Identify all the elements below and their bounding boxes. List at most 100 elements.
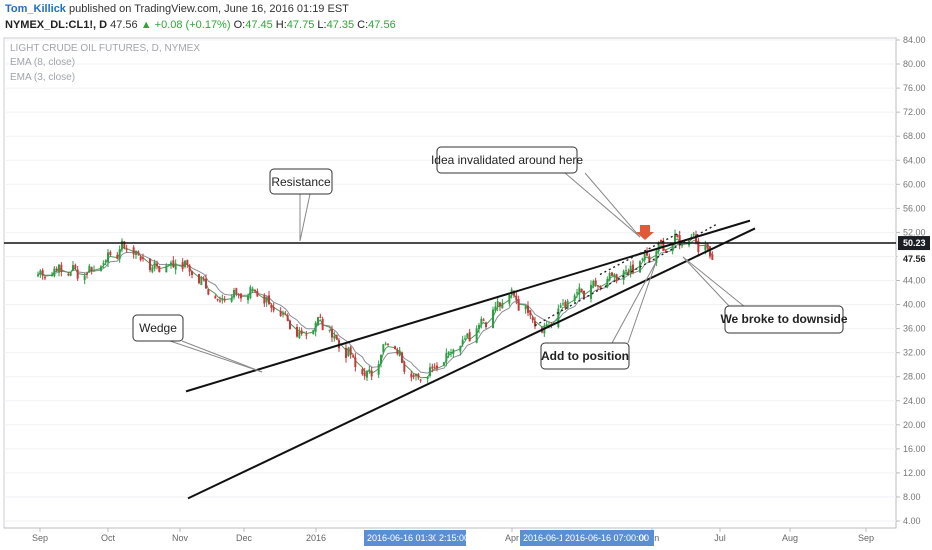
- invalidated-callout[interactable]: Idea invalidated around here: [431, 146, 654, 240]
- candle-body: [83, 275, 86, 280]
- wedge-lower-line[interactable]: [187, 227, 756, 500]
- candle-body: [347, 347, 350, 357]
- candle-body: [188, 265, 191, 272]
- candle-body: [578, 287, 581, 295]
- candle-body: [345, 347, 347, 359]
- wedge-pointer: [181, 340, 263, 373]
- candle-body: [562, 303, 564, 305]
- candle-body: [139, 256, 142, 260]
- candle-body: [517, 299, 520, 311]
- candle-body: [240, 293, 242, 299]
- candle-body: [583, 290, 585, 298]
- x-tick-label: Aug: [782, 533, 798, 543]
- time-highlight-label: 2016-06-16 07:00:00: [565, 533, 649, 543]
- candle-body: [480, 318, 483, 325]
- candle-body: [646, 251, 648, 256]
- resistance-box: [269, 168, 333, 195]
- add-position-pointer-2: [611, 261, 657, 344]
- time-highlight-label: 2016-06-16: [523, 533, 569, 543]
- time-highlight: [364, 530, 436, 546]
- plot-area[interactable]: [3, 37, 897, 529]
- candle-body: [671, 243, 674, 251]
- resistance-callout[interactable]: Resistance: [269, 168, 333, 242]
- candle-body: [181, 261, 184, 269]
- candle-body: [524, 306, 527, 310]
- candle-body: [167, 264, 170, 266]
- candle-body: [660, 239, 662, 243]
- candle-body: [219, 300, 221, 302]
- candle-body: [216, 299, 219, 301]
- candle-body: [664, 250, 667, 252]
- y-tick-label: 44.00: [903, 276, 926, 286]
- close-label: C:: [357, 19, 369, 31]
- candle-body: [41, 270, 44, 276]
- add-position-pointer: [627, 261, 657, 344]
- candle-body: [100, 266, 102, 271]
- high-label: H:: [275, 19, 287, 31]
- candle-body: [319, 316, 322, 318]
- y-tick-label: 64.00: [903, 155, 926, 165]
- time-highlight: [562, 530, 646, 546]
- candle-body: [478, 324, 480, 330]
- candle-body: [142, 257, 144, 259]
- candle-body: [39, 270, 42, 274]
- price-chart[interactable]: 84.00 80.00 76.00 72.00 68.00 64.00 60.00 56.00…: [0, 34, 932, 550]
- candle-body: [174, 263, 177, 270]
- publish-line: Tom_Killick published on TradingView.com…: [5, 3, 349, 15]
- candle-body: [452, 349, 455, 354]
- candle-body: [576, 292, 578, 294]
- add-position-callout[interactable]: Add to position: [540, 261, 657, 370]
- candle-body: [104, 260, 107, 263]
- candle-body: [709, 246, 711, 257]
- candle-body: [403, 362, 406, 372]
- candle-body: [102, 263, 105, 265]
- candle-body: [230, 298, 233, 302]
- candle-body: [233, 290, 235, 298]
- candle-body: [282, 313, 284, 315]
- candle-body: [221, 298, 224, 301]
- downside-box: [724, 305, 844, 334]
- candle-body: [368, 369, 371, 372]
- time-highlight: [436, 530, 466, 546]
- candle-body: [268, 295, 270, 304]
- candle-body: [594, 280, 597, 285]
- chart-header: Tom_Killick published on TradingView.com…: [0, 0, 932, 34]
- inner-upper-trend-line[interactable]: [599, 231, 681, 276]
- candle-body: [149, 258, 151, 271]
- candle-body: [436, 365, 438, 368]
- candle-body: [417, 374, 420, 378]
- candle-body: [331, 328, 333, 338]
- candle-body: [450, 351, 452, 353]
- candle-body: [531, 317, 534, 321]
- downside-callout[interactable]: We broke to downside: [682, 256, 848, 334]
- candle-body: [156, 263, 158, 267]
- candle-body: [55, 268, 58, 271]
- candle-body: [515, 295, 518, 301]
- wedge-label: Wedge: [139, 321, 177, 335]
- candle-body: [286, 315, 289, 321]
- candle-body: [629, 265, 632, 275]
- candle-body: [198, 273, 200, 284]
- wedge-upper-line[interactable]: [185, 219, 751, 393]
- candle-body: [314, 322, 317, 332]
- candle-body: [172, 260, 175, 268]
- downside-pointer: [682, 256, 731, 308]
- candle-body: [398, 350, 401, 356]
- time-highlight-label: 2016-06-16 01:30:00: [367, 533, 451, 543]
- x-tick-label: Sep: [858, 533, 874, 543]
- candle-body: [158, 266, 161, 273]
- candle-body: [599, 286, 602, 288]
- candle-body: [674, 234, 676, 244]
- candle-body: [613, 274, 616, 278]
- candle-body: [415, 374, 417, 377]
- candle-body: [410, 373, 413, 378]
- author-link[interactable]: Tom_Killick: [5, 3, 66, 15]
- x-tick-label: 2016: [306, 533, 326, 543]
- x-tick-label: Jul: [714, 533, 726, 543]
- candle-body: [606, 278, 609, 288]
- candle-body: [380, 354, 382, 364]
- wedge-callout[interactable]: Wedge: [132, 314, 263, 373]
- candle-body: [401, 352, 403, 363]
- indicator-ema8: EMA (8, close): [10, 57, 75, 68]
- candle-body: [279, 311, 282, 317]
